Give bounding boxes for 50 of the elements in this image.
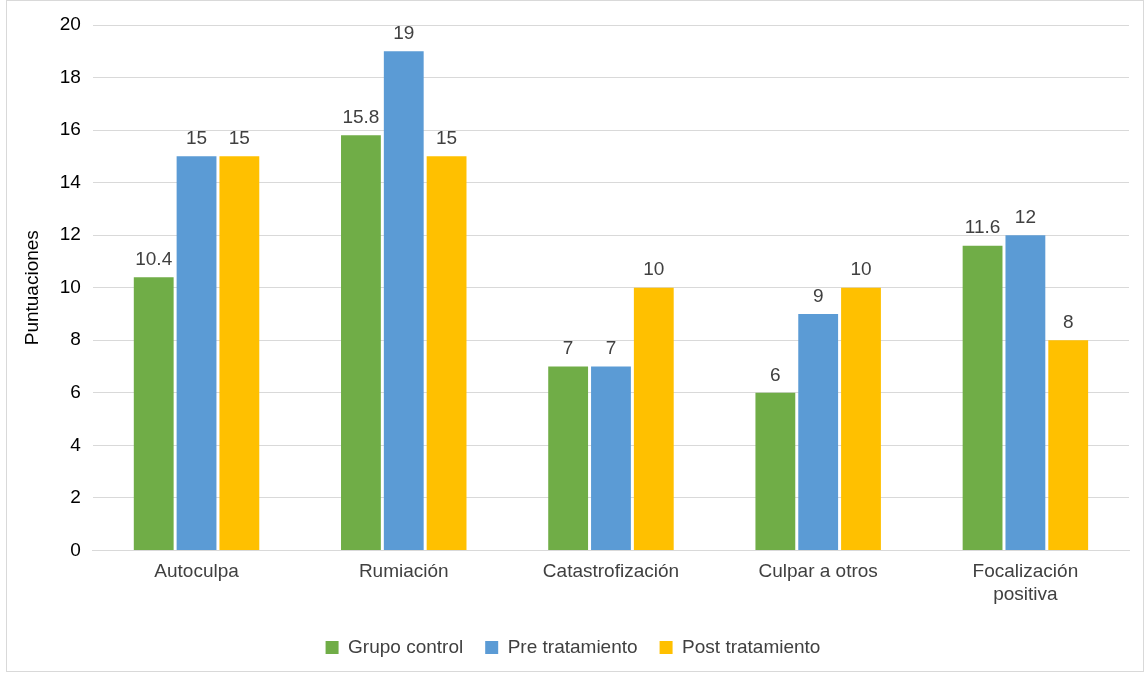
data-label: 10.4 [135, 247, 173, 269]
y-tick-label: 8 [70, 328, 81, 350]
bar [426, 156, 467, 550]
data-label: 12 [1014, 205, 1036, 227]
bar [341, 135, 381, 550]
bar [548, 366, 589, 550]
bar [133, 277, 174, 550]
y-tick-label: 16 [59, 118, 81, 140]
y-tick-label: 18 [59, 65, 81, 87]
x-tick-label: Autoculpa [154, 560, 240, 582]
data-label: 9 [812, 284, 824, 306]
data-label: 7 [562, 337, 574, 359]
y-tick-label: 12 [59, 223, 81, 245]
data-label: 15.8 [342, 106, 380, 128]
bar [962, 245, 1003, 550]
y-tick-label: 2 [70, 486, 81, 508]
data-label: 10 [850, 258, 872, 280]
y-tick-label: 0 [70, 538, 81, 560]
y-tick-label: 20 [59, 13, 81, 35]
data-label: 10 [643, 258, 665, 280]
y-tick-label: 4 [70, 433, 82, 455]
x-tick-label: Catastrofización [542, 560, 680, 582]
bar [1048, 340, 1089, 550]
data-label: 15 [436, 127, 458, 149]
legend-label: Pre tratamiento [507, 635, 638, 657]
bar [798, 313, 839, 550]
y-tick-label: 14 [59, 170, 82, 192]
y-tick-label: 10 [59, 275, 81, 297]
data-label: 8 [1062, 310, 1074, 332]
bar [755, 392, 796, 550]
data-label: 15 [185, 127, 208, 149]
data-label: 11.6 [964, 216, 1001, 238]
bar [219, 156, 260, 550]
bar [841, 287, 881, 550]
data-label: 15 [228, 127, 250, 149]
bar [633, 287, 674, 550]
bar [383, 51, 424, 550]
x-tick-label: Culpar a otros [758, 560, 878, 582]
bar [1005, 235, 1046, 550]
y-tick-label: 6 [70, 381, 81, 403]
data-label: 19 [393, 22, 415, 43]
bar [591, 366, 631, 550]
x-tick-label: Rumiación [358, 560, 449, 582]
legend-label: Post tratamiento [682, 635, 821, 657]
bar [176, 156, 217, 550]
x-tick-label: Focalización positiva [972, 560, 1079, 604]
legend-label: Grupo control [348, 635, 464, 657]
y-axis-title: Puntuaciones [20, 230, 42, 346]
data-label: 7 [605, 337, 617, 359]
data-label: 6 [770, 363, 781, 385]
